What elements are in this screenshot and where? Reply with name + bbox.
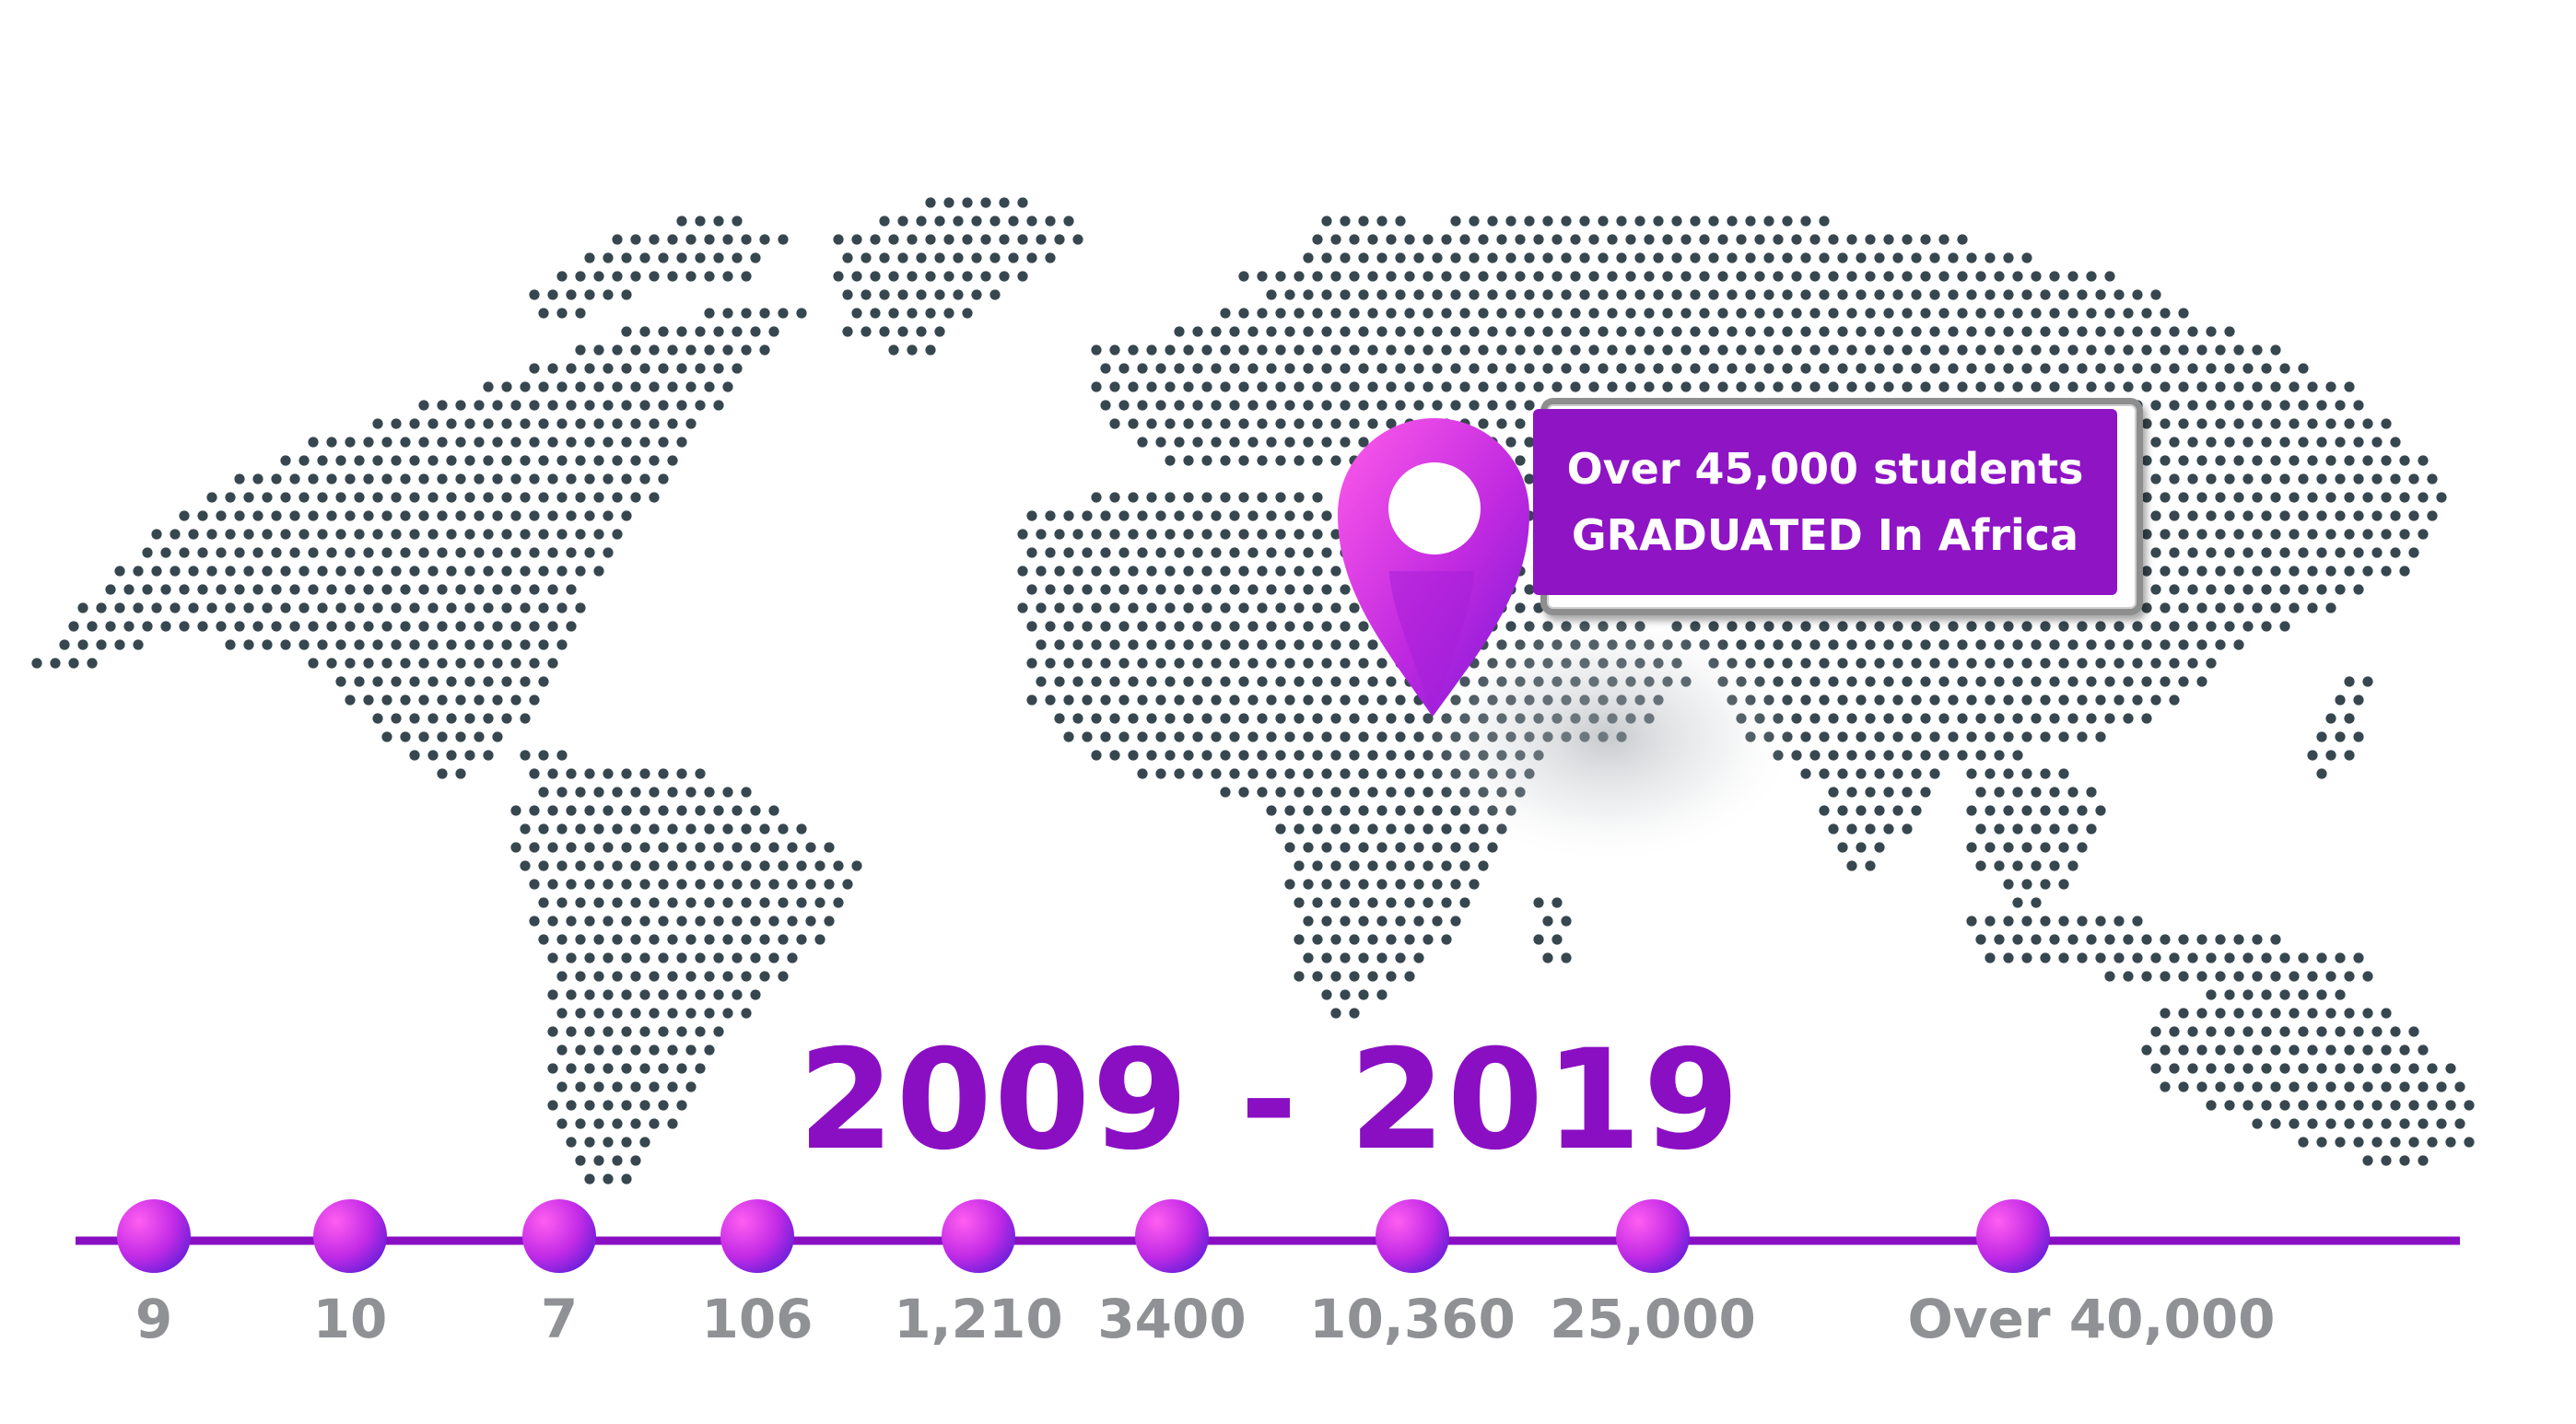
timeline-value: 10,360 (1309, 1288, 1516, 1350)
year-range-title: 2009 - 2019 (798, 1021, 1741, 1181)
timeline-value: 3400 (1097, 1288, 1247, 1350)
timeline-node (117, 1199, 191, 1273)
timeline-value: 7 (540, 1288, 579, 1350)
timeline-node (1135, 1199, 1209, 1273)
timeline-value: 25,000 (1550, 1288, 1756, 1350)
callout-line-2: GRADUATED In Africa (1571, 510, 2079, 560)
timeline-node (522, 1199, 596, 1273)
timeline-node (1616, 1199, 1690, 1273)
callout-box: Over 45,000 students GRADUATED In Africa (1533, 409, 2117, 595)
timeline-node (313, 1199, 387, 1273)
timeline-value: 1,210 (894, 1288, 1063, 1350)
timeline-value: 10 (312, 1288, 388, 1350)
timeline-node (1976, 1199, 2050, 1273)
timeline-value: Over 40,000 (1907, 1288, 2276, 1350)
callout-line-1: Over 45,000 students (1566, 444, 2084, 494)
timeline-node (942, 1199, 1015, 1273)
timeline-node (1376, 1199, 1449, 1273)
timeline-value: 9 (135, 1288, 173, 1350)
timeline-value: 106 (701, 1288, 814, 1350)
timeline-node (720, 1199, 794, 1273)
